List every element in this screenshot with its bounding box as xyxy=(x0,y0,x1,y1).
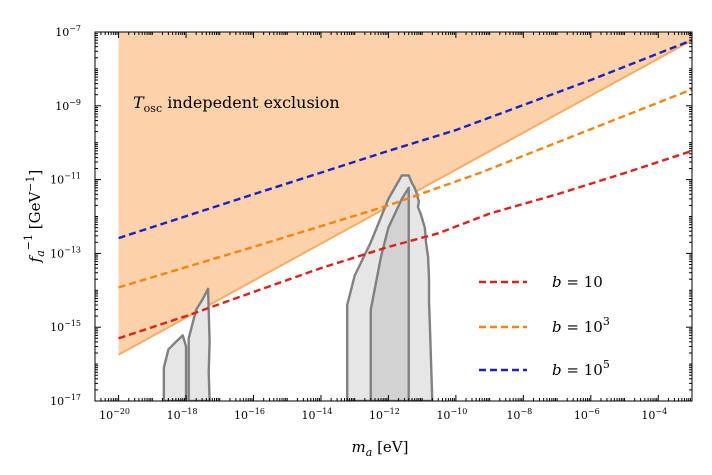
x-tick-label: 10−12 xyxy=(369,407,400,422)
constraint-regions xyxy=(162,174,434,401)
constraint-right-inner xyxy=(369,186,410,401)
x-axis-label: ma [eV] xyxy=(352,438,409,459)
legend: b = 10 b = 103 b = 105 xyxy=(479,273,610,379)
x-tick-label: 10−4 xyxy=(641,407,667,422)
series-line-0 xyxy=(118,149,692,340)
plot-area xyxy=(118,32,692,401)
y-tick-label: 10−9 xyxy=(55,98,81,113)
x-tick-label: 10−8 xyxy=(506,407,532,422)
exclusion-annotation: Tosc indepedent exclusion xyxy=(133,93,340,115)
x-tick-label: 10−14 xyxy=(302,407,333,422)
y-axis-label: fa−1 [GeV−1] xyxy=(22,170,47,264)
y-tick-label: 10−11 xyxy=(50,172,81,187)
y-tick-label: 10−7 xyxy=(55,24,81,39)
constraint-left xyxy=(162,334,188,401)
x-tick-label: 10−20 xyxy=(99,407,130,422)
x-tick-label: 10−16 xyxy=(234,407,265,422)
axis-ticks xyxy=(94,32,693,402)
y-tick-label: 10−17 xyxy=(50,393,81,408)
x-tick-label: 10−10 xyxy=(436,407,467,422)
series-lines xyxy=(118,39,692,340)
x-tick-label: 10−18 xyxy=(167,407,198,422)
constraint-mid xyxy=(187,287,211,401)
x-tick-label: 10−6 xyxy=(574,407,600,422)
series-line-1 xyxy=(118,88,692,289)
axis-tick-labels: 10−20 10−18 10−16 10−14 10−12 10−10 10−8 10−6 10… xyxy=(50,24,667,422)
legend-label-2: b = 105 xyxy=(552,358,610,379)
y-tick-label: 10−15 xyxy=(50,319,81,334)
legend-label-0: b = 10 xyxy=(552,273,603,291)
legend-label-1: b = 103 xyxy=(552,315,610,336)
y-tick-label: 10−13 xyxy=(50,245,81,260)
